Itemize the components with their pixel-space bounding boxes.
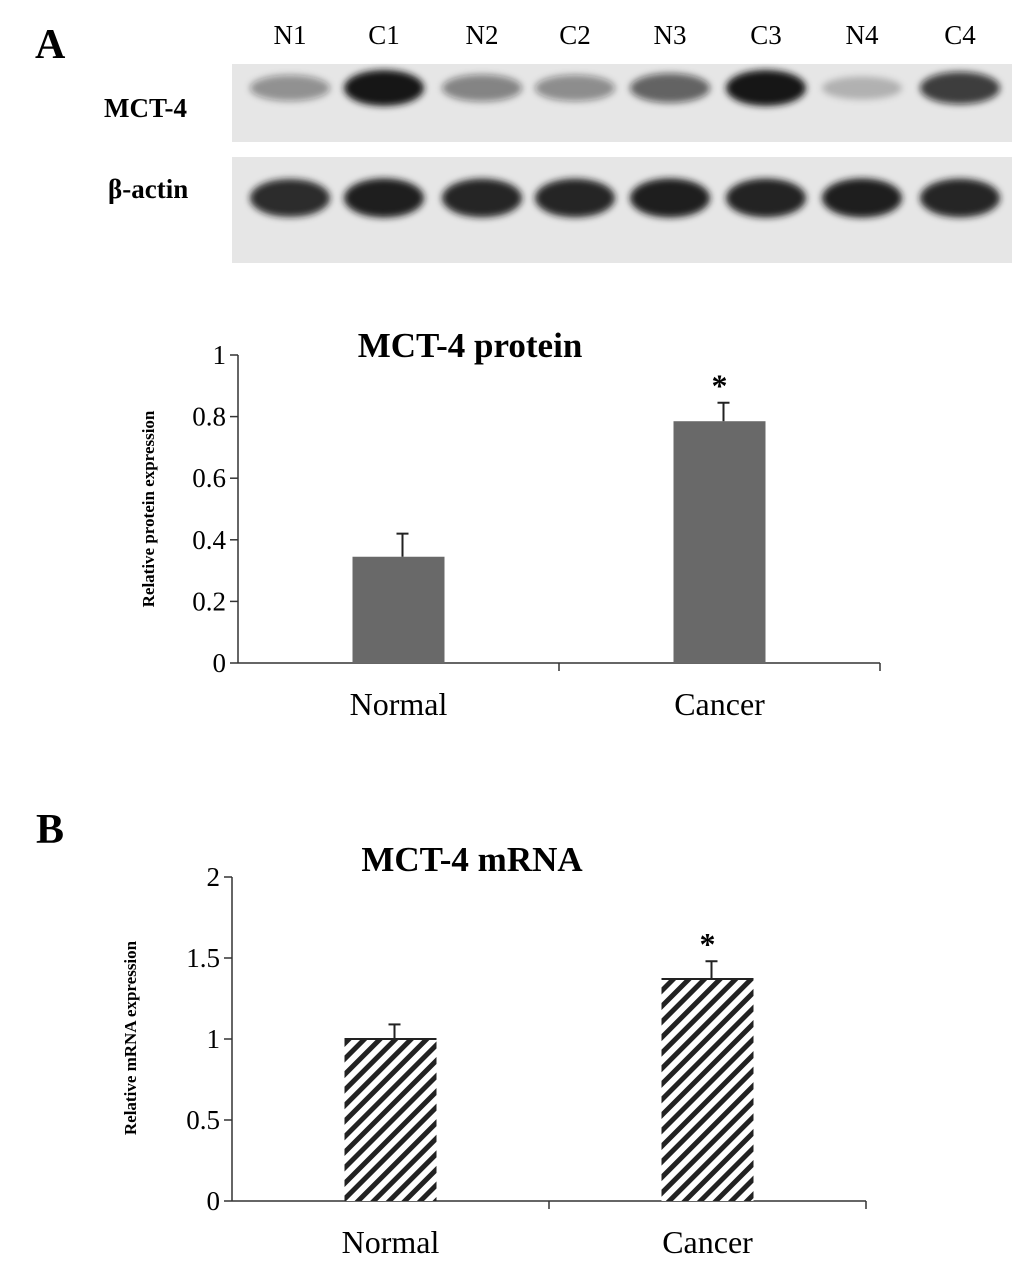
protein-ytick-label: 0.4: [192, 525, 226, 555]
protein-bar-cancer: [673, 421, 766, 663]
blot-lane-label-n2: N2: [466, 20, 499, 50]
blot-band--actin-n3: [630, 178, 710, 218]
protein-ytick-label: 1: [213, 340, 227, 370]
chart-protein-title: MCT-4 protein: [358, 326, 583, 365]
blot-strip-mct4: [232, 64, 1012, 142]
blot-band--actin-c1: [344, 178, 424, 218]
protein-significance-cancer: *: [712, 368, 728, 404]
chart-protein-plot: 0 0.2 0.4 0.6 0.8 1 Normal Cancer *: [192, 340, 881, 722]
protein-ytick-label: 0: [213, 648, 227, 678]
blot-band-mct-4-c3: [726, 70, 806, 106]
protein-xtick-label-cancer: Cancer: [674, 686, 765, 722]
protein-xtick-label-normal: Normal: [350, 686, 448, 722]
blot-band--actin-c3: [726, 178, 806, 218]
mrna-ytick-label: 1.5: [186, 943, 220, 973]
blot-bands: [250, 70, 1000, 218]
mrna-bar-cancer: [661, 979, 754, 1201]
blot-band--actin-n4: [822, 178, 902, 218]
blot-lane-label-c4: C4: [944, 20, 976, 50]
mrna-ytick-label: 2: [207, 862, 221, 892]
blot-lane-label-c1: C1: [368, 20, 400, 50]
blot-band--actin-n1: [250, 178, 330, 218]
mrna-bar-normal: [344, 1039, 437, 1201]
blot-band--actin-c2: [535, 178, 615, 218]
chart-mrna-ylabel: Relative mRNA expression: [121, 940, 140, 1135]
blot-row-label-mct4: MCT-4: [104, 93, 187, 123]
protein-ytick-label: 0.8: [192, 402, 226, 432]
blot-lane-label-n1: N1: [274, 20, 307, 50]
blot-band-mct-4-n1: [250, 75, 330, 101]
blot-band-mct-4-n4: [822, 76, 902, 100]
blot-band--actin-n2: [442, 178, 522, 218]
blot-row-label-actin: β-actin: [108, 174, 188, 204]
chart-protein-ylabel: Relative protein expression: [139, 410, 158, 607]
mrna-ytick-label: 0.5: [186, 1105, 220, 1135]
western-blot: N1 C1 N2 C2 N3 C3 N4 C4 MCT-4 β-actin: [104, 20, 1012, 263]
blot-band-mct-4-c2: [535, 74, 615, 102]
protein-ytick-label: 0.6: [192, 463, 226, 493]
panel-letter-a: A: [35, 22, 66, 68]
blot-lane-labels: N1 C1 N2 C2 N3 C3 N4 C4: [274, 20, 977, 50]
blot-lane-label-n3: N3: [654, 20, 687, 50]
mrna-ytick-label: 0: [207, 1186, 221, 1216]
blot-band-mct-4-n2: [442, 74, 522, 102]
blot-strip-actin: [232, 157, 1012, 263]
chart-mrna-plot: 0 0.5 1 1.5 2 Normal Cancer *: [186, 862, 867, 1260]
chart-protein: MCT-4 protein Relative protein expressio…: [139, 326, 881, 722]
blot-band-mct-4-n3: [630, 73, 710, 103]
protein-bar-normal: [352, 556, 445, 663]
blot-lane-label-n4: N4: [846, 20, 879, 50]
blot-band-mct-4-c1: [344, 70, 424, 106]
panel-letter-b: B: [36, 807, 64, 853]
blot-band-mct-4-c4: [920, 71, 1000, 105]
chart-mrna: MCT-4 mRNA Relative mRNA expression 0 0.5…: [121, 840, 867, 1260]
mrna-xtick-label-normal: Normal: [342, 1224, 440, 1260]
chart-mrna-title: MCT-4 mRNA: [361, 840, 583, 879]
blot-lane-label-c2: C2: [559, 20, 591, 50]
protein-ytick-label: 0.2: [192, 586, 226, 616]
blot-band--actin-c4: [920, 178, 1000, 218]
mrna-xtick-label-cancer: Cancer: [662, 1224, 753, 1260]
mrna-significance-cancer: *: [700, 926, 716, 962]
blot-lane-label-c3: C3: [750, 20, 782, 50]
mrna-ytick-label: 1: [207, 1024, 221, 1054]
